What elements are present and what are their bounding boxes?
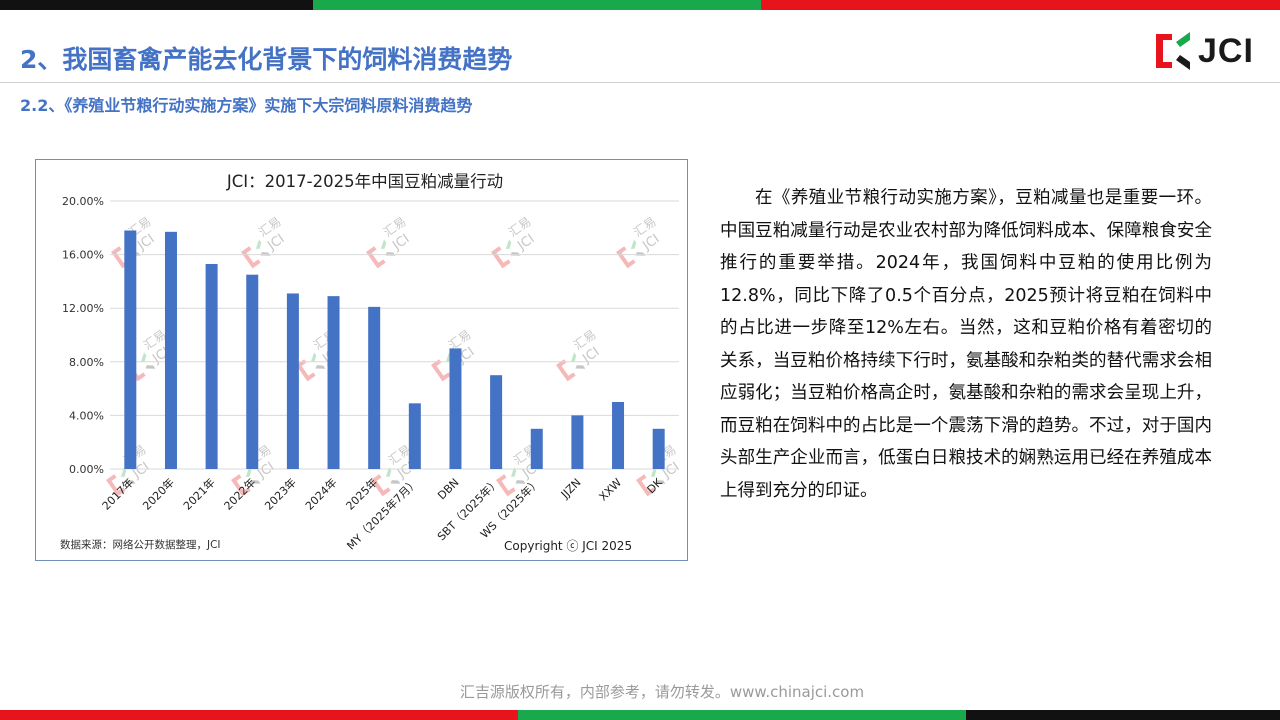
x-tick-label: JJZN	[558, 476, 584, 502]
x-tick-label: 2017年	[99, 475, 136, 512]
stripe-green-bottom	[518, 710, 966, 720]
y-tick-label: 0.00%	[69, 463, 104, 476]
chart-title: JCI：2017-2025年中国豆粕减量行动	[226, 172, 503, 191]
x-tick-label: 2023年	[262, 475, 299, 512]
chart-gridlines	[110, 200, 679, 470]
bar	[246, 274, 259, 469]
bar	[449, 348, 462, 469]
x-tick-label: 2025年	[343, 475, 380, 512]
bar	[652, 428, 665, 469]
x-tick-label: XXW	[597, 476, 625, 504]
chart-copyright: Copyright ⓒ JCI 2025	[504, 539, 632, 553]
bar	[164, 231, 177, 469]
x-tick-label: 2024年	[302, 475, 339, 512]
x-tick-label: 2020年	[140, 475, 177, 512]
y-axis-tick-labels: 0.00% 4.00% 8.00% 12.00% 16.00% 20.00%	[62, 195, 104, 476]
logo-text: JCI	[1198, 32, 1254, 70]
y-tick-label: 8.00%	[69, 356, 104, 369]
y-tick-label: 16.00%	[62, 249, 104, 262]
x-tick-label: MY（2025年7月）	[344, 475, 421, 552]
header-divider	[0, 82, 1280, 83]
stripe-red	[761, 0, 1280, 10]
bar	[612, 402, 625, 469]
bar	[530, 428, 543, 469]
x-tick-label: DBN	[435, 476, 461, 502]
bar	[368, 306, 381, 469]
chart-bars	[124, 230, 665, 469]
bottom-color-stripe	[0, 710, 1280, 720]
y-tick-label: 20.00%	[62, 195, 104, 208]
jci-logo-icon	[1156, 32, 1190, 70]
footer-copyright: 汇吉源版权所有，内部参考，请勿转发。www.chinajci.com	[459, 683, 865, 701]
page-title: 2、我国畜禽产能去化背景下的饲料消费趋势	[20, 45, 513, 74]
chart-source-note: 数据来源：网络公开数据整理，JCI	[60, 538, 221, 551]
bar	[408, 403, 421, 469]
analysis-paragraph: 在《养殖业节粮行动实施方案》，豆粕减量也是重要一环。中国豆粕减量行动是农业农村部…	[720, 188, 1212, 501]
page-subtitle: 2.2、《养殖业节粮行动实施方案》实施下大宗饲料原料消费趋势	[20, 96, 473, 115]
stripe-black	[0, 0, 313, 10]
bar	[286, 293, 299, 469]
y-tick-label: 12.00%	[62, 302, 104, 315]
bar	[327, 296, 340, 469]
stripe-green	[313, 0, 761, 10]
stripe-black-bottom	[966, 710, 1280, 720]
bar	[490, 375, 503, 469]
top-color-stripe	[0, 0, 1280, 10]
bar	[571, 415, 584, 469]
bar	[124, 230, 137, 469]
bar	[205, 263, 218, 469]
chart-frame: JCI：2017-2025年中国豆粕减量行动 汇易 JCI 汇易 JCI 汇易 JCI 汇易…	[35, 159, 688, 561]
x-tick-label: 2021年	[180, 475, 217, 512]
watermark-layer: 汇易JCI汇易JCI汇易JCI汇易JCI汇易JCI汇易JCI汇易JCI汇易JCI…	[106, 214, 682, 497]
y-tick-label: 4.00%	[69, 409, 104, 422]
stripe-red-bottom	[0, 710, 518, 720]
x-tick-label: 2022年	[221, 475, 258, 512]
